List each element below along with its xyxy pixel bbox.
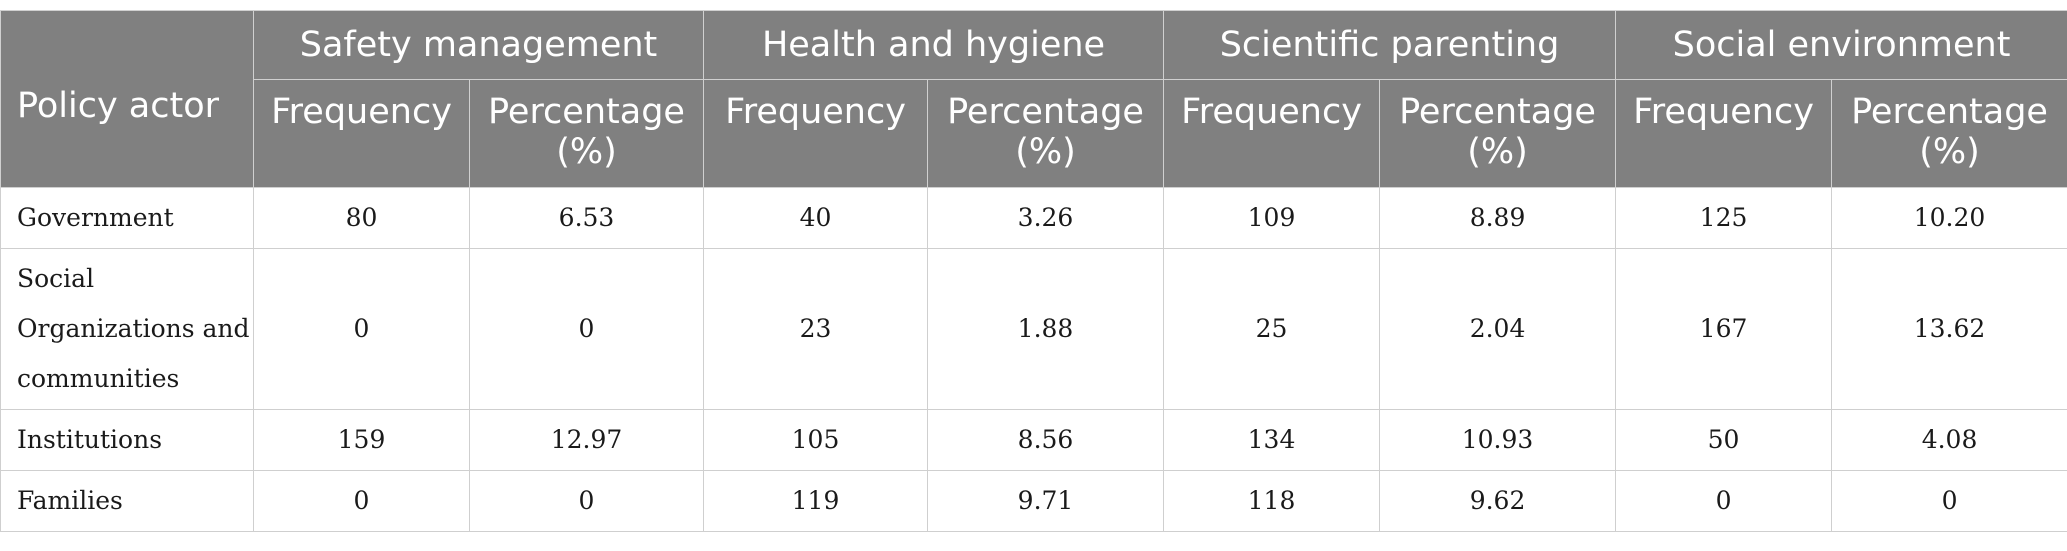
- header-sub-row: Frequency Percentage (%) Frequency Perce…: [1, 79, 2067, 188]
- header-group-row: Policy actor Safety management Health an…: [0, 10, 2067, 188]
- cell-value: 0: [1615, 470, 1833, 532]
- table-row-institutions: Institutions 159 12.97 105 8.56 134 10.9…: [0, 409, 2067, 471]
- cell-value: 134: [1163, 409, 1381, 471]
- cell-value: 0: [1831, 470, 2067, 532]
- cell-value: 8.56: [927, 409, 1165, 471]
- table-row-families: Families 0 0 119 9.71 118 9.62 0 0: [0, 470, 2067, 532]
- cell-value: 25: [1163, 248, 1381, 410]
- row-label: Government: [0, 187, 254, 249]
- cell-value: 9.71: [927, 470, 1165, 532]
- group-header-safety-management: Safety management: [252, 10, 705, 80]
- group-header-scientific-parenting: Scientific parenting: [1163, 10, 1617, 80]
- cell-value: 12.97: [468, 409, 705, 471]
- sub-header-frequency: Frequency: [1615, 79, 1833, 188]
- cell-value: 0: [468, 248, 705, 410]
- group-header-health-and-hygiene: Health and hygiene: [703, 10, 1165, 80]
- policy-actor-table: Policy actor Safety management Health an…: [0, 10, 2067, 532]
- cell-value: 0: [468, 470, 705, 532]
- cell-value: 1.88: [927, 248, 1165, 410]
- row-label: Social Organizations and communities: [0, 248, 254, 410]
- cell-value: 3.26: [927, 187, 1165, 249]
- cell-value: 10.20: [1831, 187, 2067, 249]
- column-header-policy-actor: Policy actor: [0, 10, 254, 188]
- cell-value: 6.53: [468, 187, 705, 249]
- sub-header-percentage: Percentage (%): [1831, 79, 2067, 188]
- sub-header-percentage: Percentage (%): [927, 79, 1165, 188]
- cell-value: 80: [253, 187, 470, 249]
- table-container: Policy actor Safety management Health an…: [0, 10, 2067, 532]
- sub-header-frequency: Frequency: [1163, 79, 1381, 188]
- cell-value: 23: [703, 248, 929, 410]
- cell-value: 9.62: [1379, 470, 1617, 532]
- cell-value: 13.62: [1831, 248, 2067, 410]
- cell-value: 0: [253, 470, 470, 532]
- cell-value: 50: [1615, 409, 1833, 471]
- cell-value: 118: [1163, 470, 1381, 532]
- cell-value: 2.04: [1379, 248, 1617, 410]
- table-row-social-organizations: Social Organizations and communities 0 0…: [0, 248, 2067, 410]
- sub-header-frequency: Frequency: [253, 79, 470, 188]
- cell-value: 40: [703, 187, 929, 249]
- sub-header-frequency: Frequency: [703, 79, 929, 188]
- cell-value: 8.89: [1379, 187, 1617, 249]
- cell-value: 4.08: [1831, 409, 2067, 471]
- cell-value: 10.93: [1379, 409, 1617, 471]
- cell-value: 105: [703, 409, 929, 471]
- sub-header-percentage: Percentage (%): [468, 79, 705, 188]
- cell-value: 159: [253, 409, 470, 471]
- sub-header-percentage: Percentage (%): [1379, 79, 1617, 188]
- cell-value: 119: [703, 470, 929, 532]
- group-header-social-environment: Social environment: [1615, 10, 2067, 80]
- cell-value: 125: [1615, 187, 1833, 249]
- cell-value: 167: [1615, 248, 1833, 410]
- row-label: Families: [0, 470, 254, 532]
- cell-value: 109: [1163, 187, 1381, 249]
- cell-value: 0: [253, 248, 470, 410]
- row-label: Institutions: [0, 409, 254, 471]
- table-row-government: Government 80 6.53 40 3.26 109 8.89 125 …: [0, 187, 2067, 249]
